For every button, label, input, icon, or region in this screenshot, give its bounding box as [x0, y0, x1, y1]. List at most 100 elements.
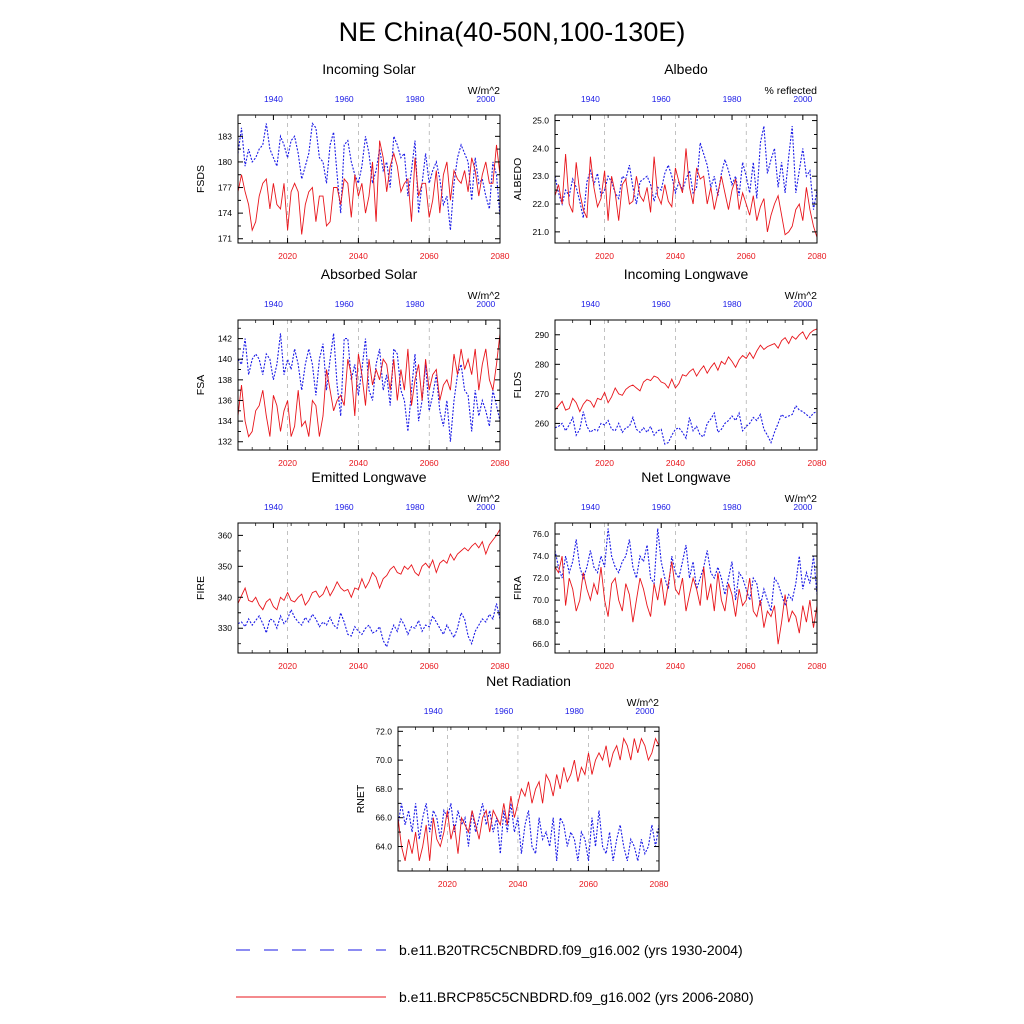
- xtick-top-label-fire: 2000: [476, 502, 495, 512]
- xtick-top-label-albedo: 2000: [793, 94, 812, 104]
- xtick-top-label-fsa: 1960: [335, 299, 354, 309]
- ytick-label-flds: 260: [535, 418, 549, 428]
- xtick-bottom-label-rnet: 2040: [508, 879, 527, 889]
- xtick-bottom-label-fire: 2080: [491, 661, 510, 671]
- series-line-future-fsds: [237, 140, 501, 235]
- series-line-future-rnet: [397, 737, 660, 862]
- plot-frame-fira: [554, 522, 818, 654]
- xtick-bottom-label-albedo: 2060: [737, 251, 756, 261]
- xtick-bottom-label-albedo: 2080: [808, 251, 827, 261]
- series-line-historical-fsds: [237, 122, 501, 231]
- series-line-historical-fsa: [237, 333, 501, 442]
- xtick-bottom-label-rnet: 2080: [650, 879, 669, 889]
- ytick-label-fira: 72.0: [532, 573, 549, 583]
- series-line-historical-fire: [237, 603, 501, 649]
- ytick-label-fire: 330: [218, 623, 232, 633]
- xtick-top-label-albedo: 1960: [652, 94, 671, 104]
- units-label-flds: W/m^2: [785, 290, 818, 302]
- ytick-label-fire: 350: [218, 561, 232, 571]
- ytick-label-rnet: 68.0: [375, 784, 392, 794]
- xtick-bottom-label-fira: 2080: [808, 661, 827, 671]
- ytick-label-fsds: 180: [218, 157, 232, 167]
- xtick-top-label-fsds: 1980: [406, 94, 425, 104]
- units-label-fsds: W/m^2: [468, 85, 501, 97]
- units-label-fira: W/m^2: [785, 493, 818, 505]
- xtick-bottom-label-fsds: 2040: [349, 251, 368, 261]
- plot-frame-fsds: [237, 114, 501, 244]
- xtick-top-label-fsa: 1940: [264, 299, 283, 309]
- ylabel-fire: FIRE: [195, 576, 207, 600]
- ytick-label-rnet: 66.0: [375, 813, 392, 823]
- ylabel-fsds: FSDS: [195, 165, 207, 193]
- series-line-future-flds: [554, 328, 818, 413]
- plot-frame-rnet: [397, 726, 660, 872]
- ylabel-flds: FLDS: [512, 372, 524, 399]
- xtick-bottom-label-fire: 2060: [420, 661, 439, 671]
- ylabel-albedo: ALBEDO: [512, 158, 524, 201]
- xtick-top-label-fira: 1940: [581, 502, 600, 512]
- series-line-historical-fira: [554, 528, 818, 612]
- xtick-top-label-fira: 1960: [652, 502, 671, 512]
- panel-flds: Incoming Longwave W/m^2 260 270 280 290 2020 20…: [512, 266, 827, 468]
- ytick-label-albedo: 25.0: [532, 116, 549, 126]
- xtick-bottom-label-fire: 2020: [278, 661, 297, 671]
- panel-title-rnet: Net Radiation: [486, 673, 571, 689]
- ytick-label-albedo: 22.0: [532, 199, 549, 209]
- ylabel-rnet: RNET: [355, 784, 367, 813]
- ytick-label-fira: 74.0: [532, 551, 549, 561]
- units-label-fsa: W/m^2: [468, 290, 501, 302]
- ytick-label-fsa: 138: [218, 375, 232, 385]
- xtick-bottom-label-fsds: 2020: [278, 251, 297, 261]
- series-line-future-albedo: [554, 148, 818, 238]
- xtick-top-label-rnet: 1960: [494, 706, 513, 716]
- xtick-bottom-label-flds: 2060: [737, 458, 756, 468]
- xtick-bottom-label-fsa: 2020: [278, 458, 297, 468]
- ytick-label-albedo: 23.0: [532, 171, 549, 181]
- ytick-label-fira: 70.0: [532, 595, 549, 605]
- ylabel-fira: FIRA: [512, 576, 524, 600]
- xtick-top-label-rnet: 2000: [635, 706, 654, 716]
- xtick-top-label-flds: 1980: [723, 299, 742, 309]
- xtick-bottom-label-fsa: 2060: [420, 458, 439, 468]
- legend-label-historical: b.e11.B20TRC5CNBDRD.f09_g16.002 (yrs 193…: [399, 942, 743, 958]
- plot-frame-fire: [237, 522, 501, 654]
- xtick-bottom-label-flds: 2080: [808, 458, 827, 468]
- ytick-label-rnet: 72.0: [375, 726, 392, 736]
- ytick-label-flds: 270: [535, 389, 549, 399]
- units-label-fire: W/m^2: [468, 493, 501, 505]
- ylabel-fsa: FSA: [195, 375, 207, 395]
- ytick-label-rnet: 70.0: [375, 755, 392, 765]
- xtick-bottom-label-fira: 2060: [737, 661, 756, 671]
- xtick-top-label-fsds: 2000: [476, 94, 495, 104]
- xtick-top-label-albedo: 1940: [581, 94, 600, 104]
- xtick-bottom-label-fsds: 2080: [491, 251, 510, 261]
- legend-label-future: b.e11.BRCP85C5CNBDRD.f09_g16.002 (yrs 20…: [399, 989, 754, 1005]
- xtick-top-label-flds: 1940: [581, 299, 600, 309]
- panel-rnet: Net Radiation W/m^2 64.0 66.0 68.0 70.0 72.0 20…: [355, 673, 669, 889]
- xtick-top-label-fira: 1980: [723, 502, 742, 512]
- xtick-bottom-label-rnet: 2020: [438, 879, 457, 889]
- panel-title-fsa: Absorbed Solar: [321, 266, 418, 282]
- xtick-bottom-label-albedo: 2040: [666, 251, 685, 261]
- panel-title-albedo: Albedo: [664, 61, 708, 77]
- ytick-label-fsa: 132: [218, 437, 232, 447]
- panel-albedo: Albedo % reflected 21.0 22.0 23.0 24.0 25.0 202…: [512, 61, 827, 261]
- ytick-label-fire: 360: [218, 530, 232, 540]
- ytick-label-flds: 290: [535, 330, 549, 340]
- xtick-top-label-fsa: 1980: [406, 299, 425, 309]
- ytick-label-fsa: 136: [218, 395, 232, 405]
- xtick-top-label-fire: 1940: [264, 502, 283, 512]
- xtick-top-label-fire: 1960: [335, 502, 354, 512]
- xtick-top-label-fsds: 1940: [264, 94, 283, 104]
- xtick-top-label-rnet: 1980: [565, 706, 584, 716]
- xtick-bottom-label-fira: 2020: [595, 661, 614, 671]
- xtick-top-label-fira: 2000: [793, 502, 812, 512]
- series-line-future-fire: [237, 528, 501, 611]
- ytick-label-rnet: 64.0: [375, 842, 392, 852]
- xtick-top-label-rnet: 1940: [424, 706, 443, 716]
- ytick-label-fsds: 177: [218, 183, 232, 193]
- ytick-label-fsa: 142: [218, 334, 232, 344]
- xtick-bottom-label-rnet: 2060: [579, 879, 598, 889]
- panel-title-fira: Net Longwave: [641, 469, 731, 485]
